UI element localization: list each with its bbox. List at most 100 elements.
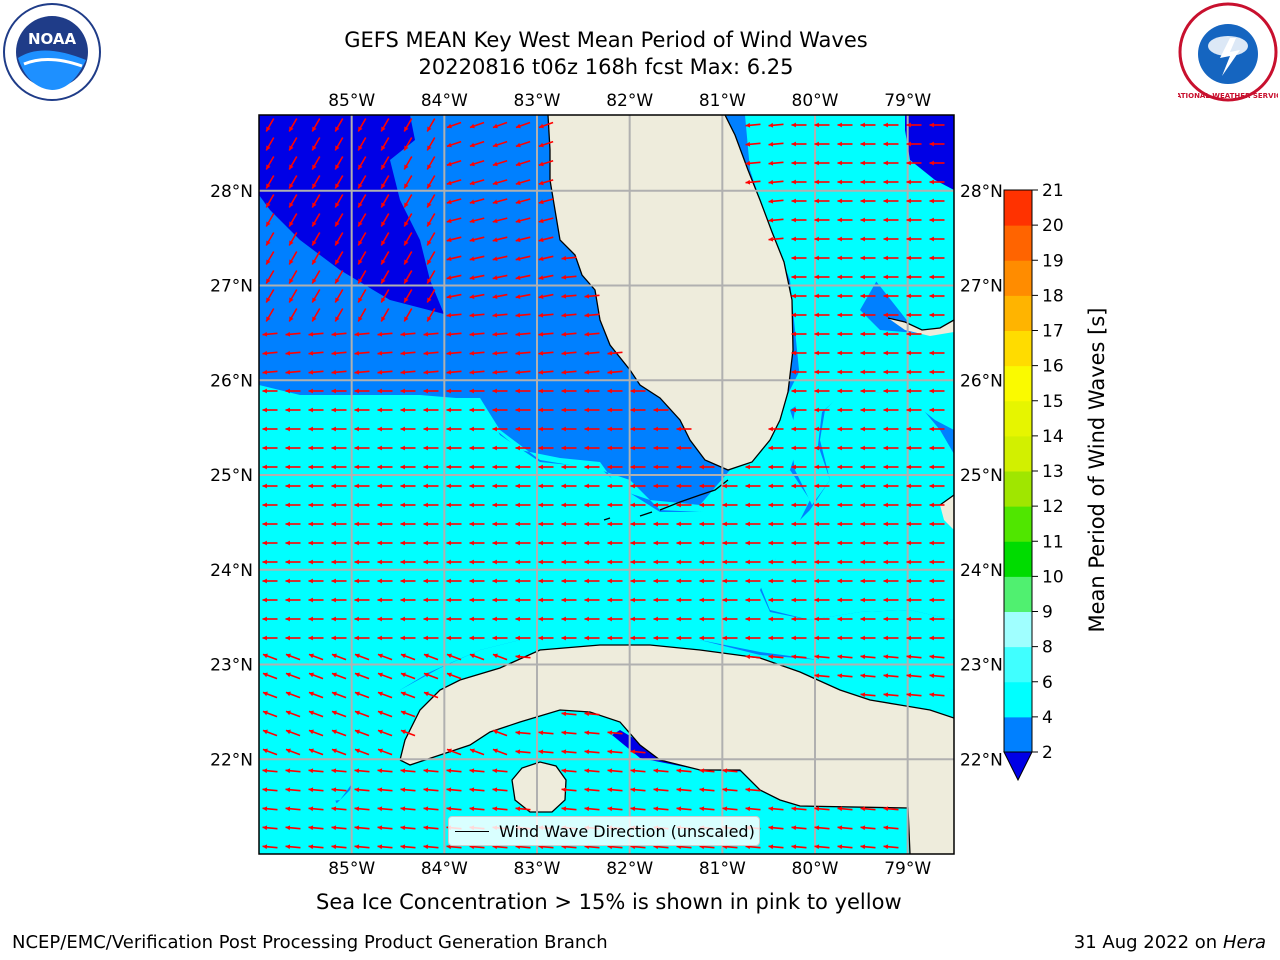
colorbar-segment [1004, 190, 1032, 226]
colorbar-segment [1004, 681, 1032, 718]
lat-label-right: 23°N [960, 656, 1003, 676]
wind-wave-arrow [768, 844, 784, 850]
wind-wave-arrow [538, 274, 554, 280]
lat-label-left: 22°N [210, 750, 253, 770]
wind-wave-arrow [400, 672, 416, 680]
wind-wave-arrow [883, 388, 899, 394]
wind-wave-arrow [538, 464, 554, 470]
wind-wave-arrow [814, 464, 830, 470]
wind-wave-arrow [768, 483, 784, 489]
wind-wave-arrow [768, 426, 784, 432]
wind-wave-arrow [308, 388, 324, 394]
lon-label-top: 80°W [792, 91, 839, 111]
wind-wave-arrow [883, 521, 899, 527]
wind-wave-arrow [469, 312, 485, 318]
wind-wave-arrow [446, 464, 462, 470]
wind-wave-arrow [883, 597, 899, 603]
wind-wave-arrow [699, 540, 715, 546]
wind-wave-arrow [334, 270, 344, 284]
credit-footer: NCEP/EMC/Verification Post Processing Pr… [12, 932, 608, 953]
wind-wave-arrow [400, 691, 416, 699]
wind-wave-arrow [630, 768, 646, 774]
wind-wave-arrow [929, 692, 945, 698]
wind-wave-arrow [469, 483, 485, 489]
wind-wave-arrow [906, 464, 922, 470]
wind-wave-arrow [860, 483, 876, 489]
wind-wave-arrow [469, 255, 485, 262]
wind-wave-arrow [308, 331, 324, 337]
wind-wave-arrow [423, 844, 439, 850]
wind-wave-arrow [308, 616, 324, 622]
wind-wave-arrow [265, 118, 275, 132]
wind-wave-arrow [584, 502, 600, 508]
wind-wave-arrow [334, 251, 344, 265]
legend-line-swatch [455, 830, 489, 832]
wind-wave-arrow [262, 710, 278, 718]
wind-wave-arrow [515, 274, 531, 280]
wind-wave-arrow [814, 445, 830, 451]
chart-subtitle: 20220816 t06z 168h fcst Max: 6.25 [418, 55, 794, 79]
wind-wave-arrow [929, 673, 945, 679]
wind-wave-arrow [331, 653, 347, 661]
wind-wave-arrow [768, 236, 784, 242]
wind-wave-arrow [446, 521, 462, 527]
wind-wave-arrow [423, 540, 439, 546]
wind-wave-arrow [745, 483, 761, 489]
wind-wave-arrow [630, 559, 646, 565]
wind-wave-arrow [653, 578, 669, 584]
wind-wave-arrow [906, 521, 922, 527]
wind-wave-arrow [860, 692, 876, 698]
wind-wave-arrow [538, 217, 554, 224]
wind-wave-arrow [446, 540, 462, 546]
wind-wave-arrow [331, 748, 347, 756]
wind-wave-arrow [377, 502, 393, 508]
wind-wave-arrow [492, 179, 508, 186]
wind-wave-arrow [791, 369, 807, 375]
wind-wave-arrow [400, 578, 416, 584]
wind-wave-arrow [745, 654, 761, 660]
wind-wave-arrow [906, 198, 922, 204]
lat-label-right: 26°N [960, 371, 1003, 391]
wind-wave-arrow [403, 137, 413, 151]
wind-wave-arrow [446, 198, 462, 205]
wind-wave-arrow [285, 710, 301, 718]
wind-wave-arrow [630, 540, 646, 546]
wind-wave-arrow [630, 426, 646, 432]
longitude-labels-bottom: 85°W 84°W 83°W 82°W 81°W 80°W 79°W [328, 859, 931, 879]
wind-wave-arrow [814, 350, 830, 356]
wind-wave-arrow [814, 122, 830, 128]
wind-wave-arrow [492, 616, 508, 622]
colorbar-segment [1004, 611, 1032, 648]
wind-wave-arrow [515, 159, 531, 167]
wind-wave-arrow [469, 350, 485, 356]
wind-wave-arrow [929, 483, 945, 489]
wind-wave-arrow [262, 787, 278, 793]
wind-wave-arrow [860, 673, 876, 679]
wind-wave-arrow [791, 559, 807, 565]
wind-wave-arrow [722, 806, 738, 812]
wind-wave-arrow [791, 331, 807, 337]
wind-wave-arrow [883, 350, 899, 356]
wind-wave-arrow [331, 331, 347, 337]
band-4-6-region-east-top [745, 115, 954, 505]
wind-wave-arrow [883, 426, 899, 432]
wind-wave-arrow [791, 255, 807, 261]
wind-wave-arrow [334, 175, 344, 189]
wind-wave-arrow [380, 270, 390, 284]
wind-wave-arrow [814, 331, 830, 337]
wind-wave-arrow [262, 825, 278, 831]
colorbar-tick-label: 10 [1042, 567, 1064, 587]
wind-wave-arrow [515, 255, 531, 262]
wind-wave-arrow [446, 445, 462, 451]
lon-label-bottom: 82°W [606, 859, 653, 879]
wind-wave-arrow [814, 673, 830, 679]
wind-wave-arrow [377, 710, 393, 718]
wind-wave-arrow [883, 312, 899, 318]
wind-wave-arrow [906, 217, 922, 223]
wind-wave-arrow [837, 483, 853, 489]
wind-wave-arrow [906, 407, 922, 413]
wind-wave-arrow [423, 635, 439, 641]
wind-wave-arrow [791, 236, 807, 242]
wind-wave-arrow [699, 787, 715, 793]
wind-wave-arrow [446, 159, 462, 167]
